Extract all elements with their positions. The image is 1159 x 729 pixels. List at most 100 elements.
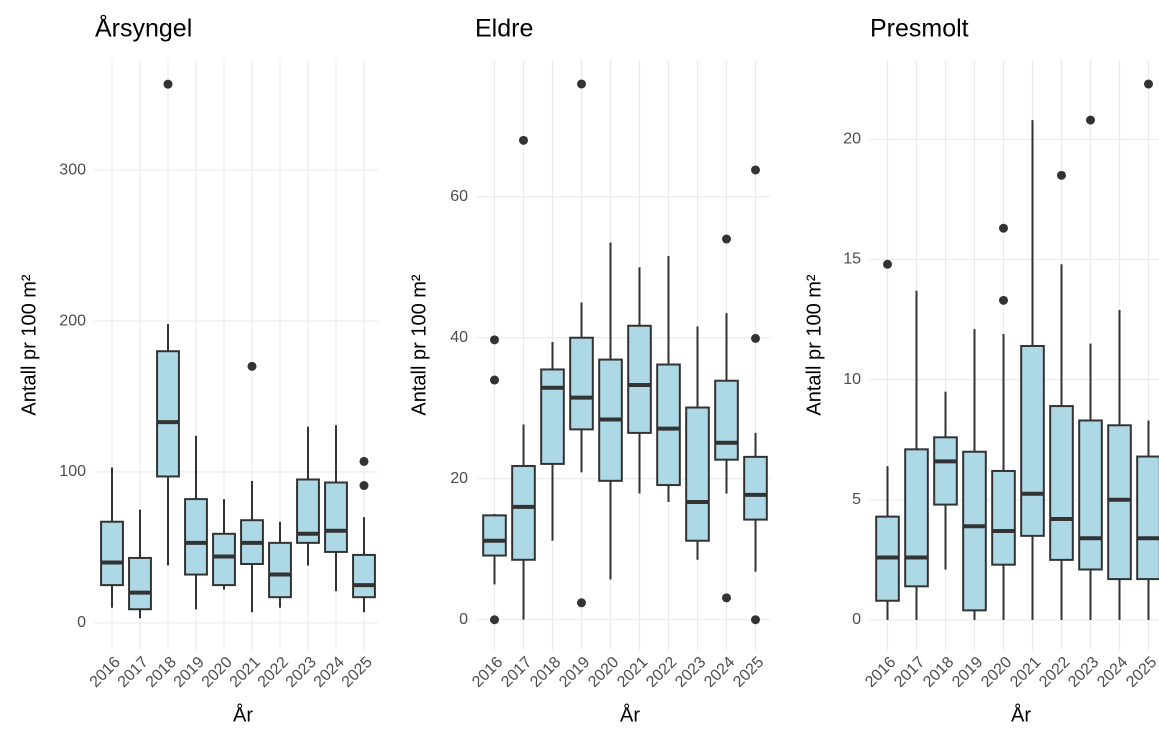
x-tick-label: 2019: [949, 654, 986, 691]
box: [569, 336, 594, 431]
y-axis-label: Antall pr 100 m²: [18, 274, 40, 416]
outlier: [359, 456, 369, 466]
box: [743, 455, 768, 521]
y-tick-label: 0: [459, 611, 468, 628]
x-tick-label: 2025: [730, 654, 767, 691]
y-axis-label: Antall pr 100 m²: [803, 274, 825, 416]
outlier: [999, 223, 1008, 233]
x-tick-label: 2022: [643, 654, 680, 691]
y-tick-label: 300: [59, 161, 86, 178]
outlier: [1144, 79, 1153, 89]
box: [511, 465, 536, 561]
box: [1078, 419, 1103, 571]
box: [352, 553, 376, 599]
y-tick-label: 10: [843, 371, 861, 388]
box: [1136, 455, 1159, 581]
y-tick-label: 40: [450, 329, 468, 346]
panel-title: Presmolt: [870, 15, 969, 43]
x-axis-label: År: [233, 703, 253, 726]
outlier: [490, 335, 499, 345]
x-tick-label: 2024: [701, 654, 738, 691]
panel-title: Årsyngel: [95, 13, 192, 43]
outlier: [490, 615, 499, 625]
outlier: [722, 593, 731, 603]
x-tick-label: 2022: [255, 654, 292, 691]
box: [482, 514, 507, 557]
outlier: [577, 79, 586, 89]
box: [296, 478, 320, 544]
box: [962, 450, 987, 612]
x-tick-label: 2021: [1007, 654, 1044, 691]
box: [627, 324, 652, 434]
x-tick-label: 2025: [1123, 654, 1159, 691]
y-tick-label: 20: [843, 131, 861, 148]
outlier: [577, 598, 586, 608]
box: [685, 406, 710, 542]
x-tick-label: 2018: [527, 654, 564, 691]
x-tick-label: 2023: [283, 654, 320, 691]
box: [1107, 424, 1132, 581]
outlier: [519, 135, 528, 145]
outlier: [722, 234, 731, 244]
x-axis-label: År: [620, 703, 640, 726]
outlier: [883, 259, 892, 269]
box: [1020, 344, 1045, 537]
y-tick-label: 0: [77, 614, 86, 631]
x-tick-label: 2023: [1065, 654, 1102, 691]
x-tick-label: 2018: [920, 654, 957, 691]
x-tick-label: 2025: [339, 654, 376, 691]
box: [268, 541, 292, 599]
x-tick-label: 2021: [227, 654, 264, 691]
x-tick-label: 2024: [1094, 654, 1131, 691]
y-tick-label: 0: [852, 611, 861, 628]
outlier: [247, 361, 257, 371]
x-tick-label: 2020: [585, 654, 622, 691]
x-axis-label: År: [1011, 703, 1031, 726]
outlier: [751, 615, 760, 625]
outlier: [490, 375, 499, 385]
outlier: [1086, 115, 1095, 125]
y-tick-label: 200: [59, 312, 86, 329]
outlier: [751, 165, 760, 175]
y-tick-label: 60: [450, 188, 468, 205]
box: [128, 556, 152, 611]
x-tick-label: 2018: [143, 654, 180, 691]
panel: 0 100 200 300 Årsyngel Antall pr 100 m² År 2016…: [18, 13, 378, 726]
x-tick-label: 2024: [311, 654, 348, 691]
y-axis-label: Antall pr 100 m²: [408, 274, 430, 416]
box: [933, 436, 958, 506]
x-tick-label: 2017: [498, 654, 535, 691]
box: [1049, 405, 1074, 561]
box: [904, 448, 929, 588]
outlier: [163, 79, 173, 89]
box: [184, 498, 208, 576]
box: [100, 520, 124, 587]
box: [656, 363, 681, 487]
y-tick-label: 100: [59, 463, 86, 480]
x-tick-label: 2022: [1036, 654, 1073, 691]
x-tick-label: 2016: [862, 654, 899, 691]
x-tick-label: 2023: [672, 654, 709, 691]
x-tick-label: 2020: [199, 654, 236, 691]
x-tick-label: 2021: [614, 654, 651, 691]
box: [714, 379, 739, 461]
y-tick-label: 15: [843, 251, 861, 268]
box: [324, 481, 348, 553]
x-tick-label: 2019: [171, 654, 208, 691]
x-tick-label: 2017: [115, 654, 152, 691]
x-tick-label: 2016: [469, 654, 506, 691]
x-tick-label: 2017: [891, 654, 928, 691]
x-tick-label: 2019: [556, 654, 593, 691]
box: [540, 368, 565, 465]
outlier: [359, 481, 369, 491]
x-tick-label: 2016: [87, 654, 124, 691]
outlier: [751, 333, 760, 343]
x-tick-label: 2020: [978, 654, 1015, 691]
y-tick-label: 20: [450, 470, 468, 487]
box: [991, 469, 1016, 566]
panel-title: Eldre: [475, 15, 533, 43]
box: [156, 350, 180, 478]
